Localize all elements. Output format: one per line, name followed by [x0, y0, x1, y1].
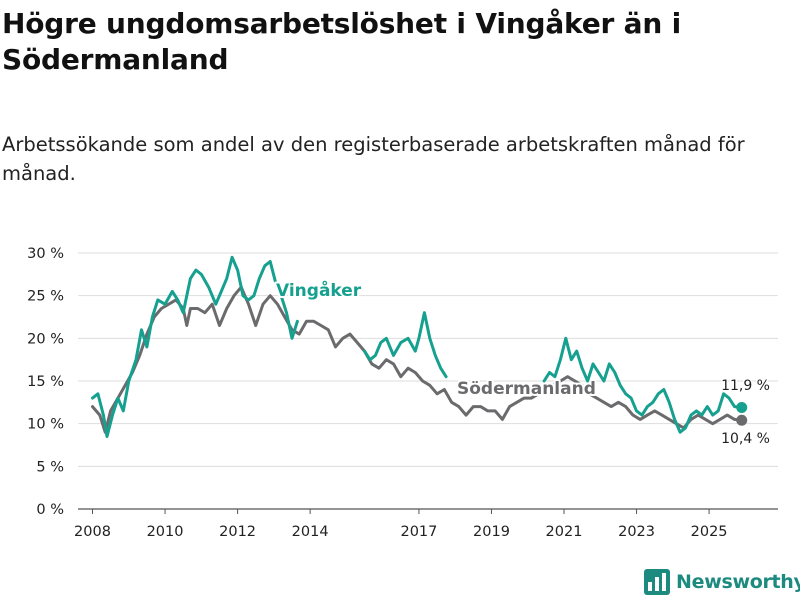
end-point-sodermanland [736, 414, 748, 426]
y-tick-label: 5 % [36, 459, 64, 475]
page-subtitle: Arbetssökande som andel av den registerb… [2, 133, 745, 185]
y-tick-label: 20 % [27, 331, 64, 347]
series-labels: Vingåker Södermanland 11,9 % 10,4 % [274, 277, 772, 449]
y-tick-label: 30 % [27, 246, 64, 262]
x-tick-label: 2010 [147, 524, 184, 540]
x-tick-label: 2025 [691, 524, 728, 540]
y-tick-label: 0 % [36, 502, 64, 518]
y-axis-ticks: 0 % 5 % 10 % 15 % 20 % 25 % 30 % [27, 246, 64, 518]
series-lines [91, 255, 748, 438]
brand-name: Newsworthy [676, 571, 800, 593]
grid-lines [78, 252, 778, 510]
end-label-sodermanland: 10,4 % [721, 431, 770, 447]
newsworthy-logo-icon [644, 569, 670, 595]
y-tick-label: 25 % [27, 289, 64, 305]
x-tick-label: 2023 [618, 524, 655, 540]
x-tick-label: 2017 [400, 524, 437, 540]
series-line-vingaker-2 [363, 311, 448, 379]
x-tick-label: 2014 [292, 524, 329, 540]
x-tick-label: 2019 [473, 524, 510, 540]
brand-logo: Newsworthy [644, 569, 800, 595]
end-point-vingaker [736, 401, 748, 413]
x-axis-ticks: 2008 2010 2012 2014 2017 2019 2021 2023 2025 [74, 509, 728, 540]
x-tick-label: 2012 [219, 524, 256, 540]
x-tick-label: 2021 [546, 524, 583, 540]
page-title: Högre ungdomsarbetslöshet i Vingåker än … [2, 7, 682, 76]
series-label-sodermanland: Södermanland [457, 379, 596, 399]
series-label-vingaker: Vingåker [276, 279, 362, 301]
x-tick-label: 2008 [74, 524, 111, 540]
series-line-vingaker-1 [91, 255, 299, 438]
series-line-vingaker-3 [542, 336, 744, 434]
y-tick-label: 10 % [27, 417, 64, 433]
end-label-vingaker: 11,9 % [721, 378, 770, 394]
y-tick-label: 15 % [27, 374, 64, 390]
series-line-sodermanland [91, 285, 744, 434]
